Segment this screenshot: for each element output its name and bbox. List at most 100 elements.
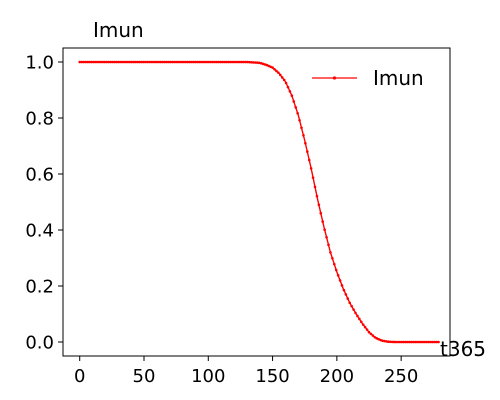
data-point xyxy=(149,60,153,64)
data-point xyxy=(304,141,307,145)
data-point xyxy=(95,60,99,64)
data-point xyxy=(358,317,361,321)
data-point xyxy=(105,60,109,64)
data-point xyxy=(354,311,357,315)
data-point xyxy=(120,60,124,64)
data-point xyxy=(140,60,143,64)
data-point xyxy=(251,61,255,64)
data-point xyxy=(373,335,377,339)
data-point xyxy=(242,60,245,64)
data-point xyxy=(363,325,367,329)
y-axis-label: Imun xyxy=(93,18,144,42)
data-point xyxy=(275,69,278,73)
data-point xyxy=(255,61,259,64)
series-layer xyxy=(78,60,440,344)
data-point xyxy=(429,340,433,344)
data-point xyxy=(199,60,203,64)
data-point xyxy=(201,60,205,64)
x-tick-label: 150 xyxy=(255,366,289,387)
x-axis-label: t365 xyxy=(440,337,486,361)
data-point xyxy=(211,60,215,64)
data-point xyxy=(97,60,101,64)
data-point xyxy=(145,60,149,64)
data-point xyxy=(356,314,359,318)
data-point xyxy=(336,274,340,277)
data-point xyxy=(311,176,315,179)
data-point xyxy=(319,211,323,215)
data-point xyxy=(132,60,136,64)
data-point xyxy=(147,60,151,64)
data-point xyxy=(348,301,352,305)
data-point xyxy=(386,340,390,344)
x-tick-label: 250 xyxy=(384,366,418,387)
data-point xyxy=(284,81,288,85)
data-point xyxy=(394,340,398,344)
data-point xyxy=(184,60,188,64)
data-point xyxy=(138,60,141,64)
data-point xyxy=(103,60,107,64)
data-point xyxy=(408,340,411,344)
data-point xyxy=(89,60,93,64)
data-point xyxy=(352,308,355,311)
data-point xyxy=(215,60,218,64)
data-point xyxy=(155,60,159,64)
data-point xyxy=(232,60,236,64)
data-point xyxy=(346,297,350,300)
data-point xyxy=(134,60,137,64)
data-point xyxy=(288,90,292,93)
data-point xyxy=(122,60,126,64)
data-point xyxy=(385,340,388,343)
data-point xyxy=(80,60,83,64)
data-point xyxy=(344,293,348,296)
data-point xyxy=(350,304,353,308)
data-point xyxy=(136,60,139,64)
y-tick-label: 0.6 xyxy=(25,165,54,186)
data-point xyxy=(188,60,191,64)
data-point xyxy=(419,340,423,344)
y-tick-label: 1.0 xyxy=(25,53,54,74)
data-point xyxy=(250,60,253,64)
data-point xyxy=(128,60,132,64)
data-point xyxy=(161,60,164,64)
data-point xyxy=(174,60,178,64)
data-point xyxy=(404,340,407,344)
data-point xyxy=(340,284,344,287)
data-point xyxy=(165,60,168,64)
data-point xyxy=(88,60,91,64)
data-point xyxy=(415,340,419,344)
data-point xyxy=(205,60,209,64)
data-point xyxy=(321,220,325,223)
data-point xyxy=(302,134,305,137)
data-point xyxy=(359,320,363,324)
data-point xyxy=(224,60,228,64)
data-point xyxy=(109,60,112,64)
data-point xyxy=(246,60,249,64)
data-point xyxy=(84,60,87,64)
data-point xyxy=(228,60,232,64)
data-point xyxy=(116,60,120,64)
data-point xyxy=(271,66,274,69)
data-point xyxy=(317,203,321,207)
data-point xyxy=(433,340,436,344)
data-point xyxy=(298,118,301,122)
series-line-imun xyxy=(79,61,440,343)
data-point xyxy=(331,256,334,260)
data-point xyxy=(143,60,147,64)
data-point xyxy=(369,332,373,336)
data-point xyxy=(93,60,97,64)
data-point xyxy=(307,158,311,162)
y-tick-label: 0.8 xyxy=(25,109,54,130)
data-point xyxy=(412,340,415,344)
data-point xyxy=(329,251,332,254)
data-point xyxy=(169,60,172,64)
data-point xyxy=(323,228,326,232)
data-point xyxy=(305,150,309,153)
data-point xyxy=(207,60,211,64)
legend-label-imun: Imun xyxy=(373,66,424,90)
data-point xyxy=(182,60,186,64)
data-point xyxy=(425,340,429,344)
data-point xyxy=(435,340,438,344)
data-point xyxy=(417,340,421,344)
data-point xyxy=(196,60,199,64)
data-point xyxy=(157,60,161,64)
